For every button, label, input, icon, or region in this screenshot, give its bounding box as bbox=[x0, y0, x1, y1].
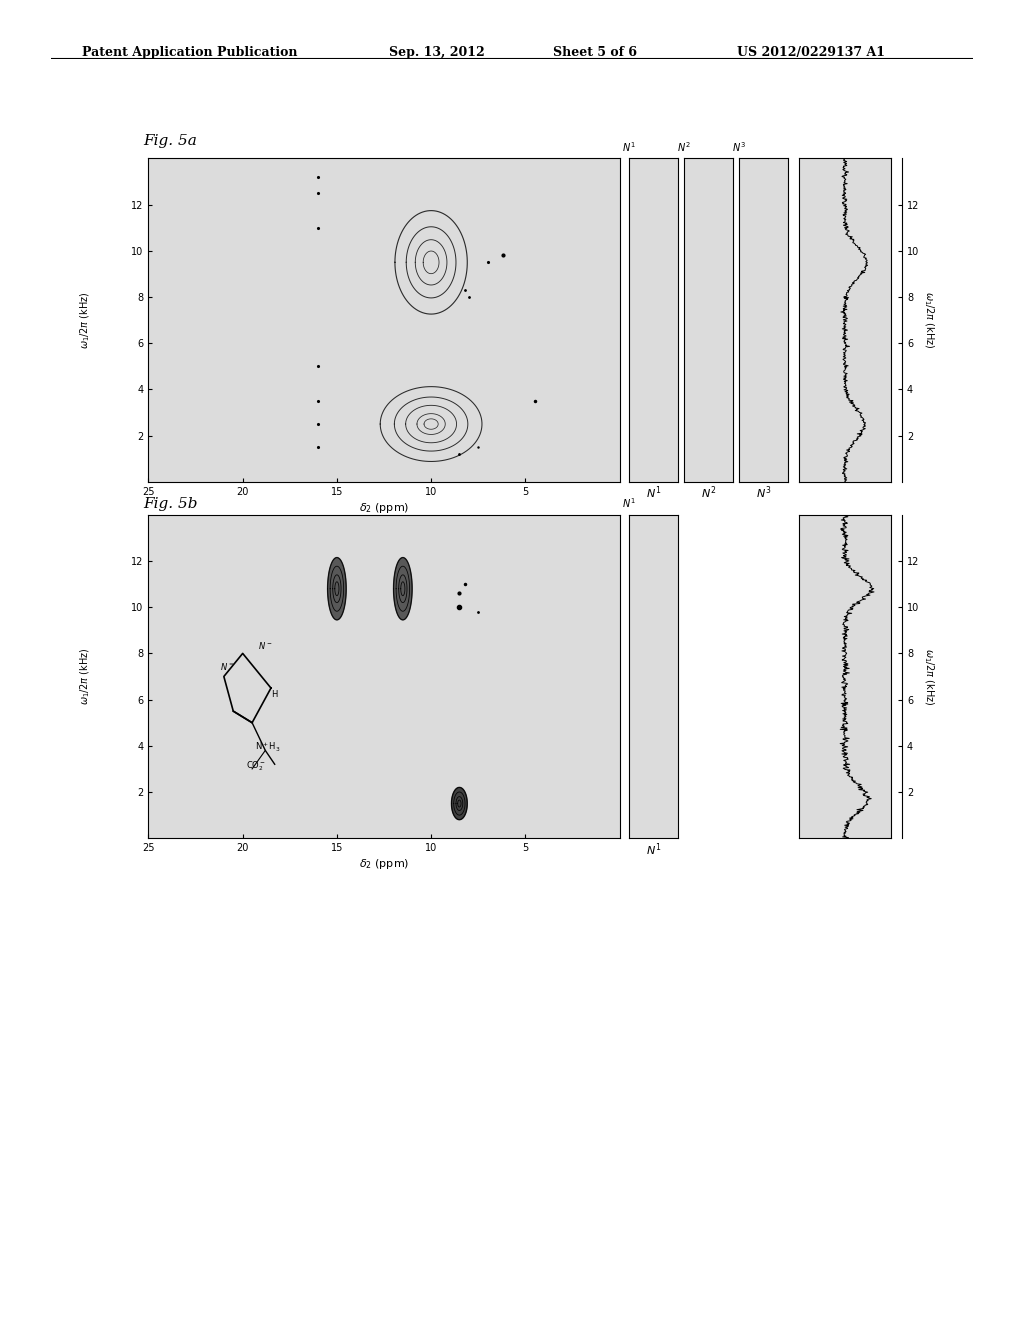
X-axis label: $N^1$: $N^1$ bbox=[646, 841, 660, 858]
Y-axis label: $\omega_1/2\pi$ (kHz): $\omega_1/2\pi$ (kHz) bbox=[79, 292, 92, 348]
Y-axis label: $\omega_1/2\pi$ (kHz): $\omega_1/2\pi$ (kHz) bbox=[79, 648, 92, 705]
Text: $N^1$: $N^1$ bbox=[622, 140, 636, 154]
X-axis label: $\delta_2$ (ppm): $\delta_2$ (ppm) bbox=[358, 857, 410, 871]
Text: $N^3$: $N^3$ bbox=[732, 140, 746, 154]
Text: Sep. 13, 2012: Sep. 13, 2012 bbox=[389, 46, 485, 59]
Text: N$^+$H$_3$: N$^+$H$_3$ bbox=[255, 741, 281, 754]
X-axis label: $\delta_2$ (ppm): $\delta_2$ (ppm) bbox=[358, 500, 410, 515]
Text: Sheet 5 of 6: Sheet 5 of 6 bbox=[553, 46, 637, 59]
X-axis label: $N^3$: $N^3$ bbox=[757, 484, 771, 502]
Text: $N^-$: $N^-$ bbox=[258, 640, 272, 651]
Text: Fig. 5a: Fig. 5a bbox=[143, 135, 198, 148]
Y-axis label: $\omega_1/2\pi$ (kHz): $\omega_1/2\pi$ (kHz) bbox=[923, 648, 936, 705]
Text: US 2012/0229137 A1: US 2012/0229137 A1 bbox=[737, 46, 886, 59]
Polygon shape bbox=[452, 788, 467, 820]
Text: $N^1$: $N^1$ bbox=[622, 496, 636, 511]
Polygon shape bbox=[328, 557, 346, 620]
Text: $N^=$: $N^=$ bbox=[220, 660, 234, 672]
X-axis label: $N^1$: $N^1$ bbox=[646, 484, 660, 502]
X-axis label: $N^2$: $N^2$ bbox=[701, 484, 716, 502]
Polygon shape bbox=[393, 557, 413, 620]
Y-axis label: $\omega_1/2\pi$ (kHz): $\omega_1/2\pi$ (kHz) bbox=[923, 292, 936, 348]
Text: CO$_2^-$: CO$_2^-$ bbox=[247, 760, 266, 774]
Text: Patent Application Publication: Patent Application Publication bbox=[82, 46, 297, 59]
Text: Fig. 5b: Fig. 5b bbox=[143, 498, 198, 511]
Text: $N^2$: $N^2$ bbox=[677, 140, 691, 154]
Text: H: H bbox=[271, 690, 278, 700]
